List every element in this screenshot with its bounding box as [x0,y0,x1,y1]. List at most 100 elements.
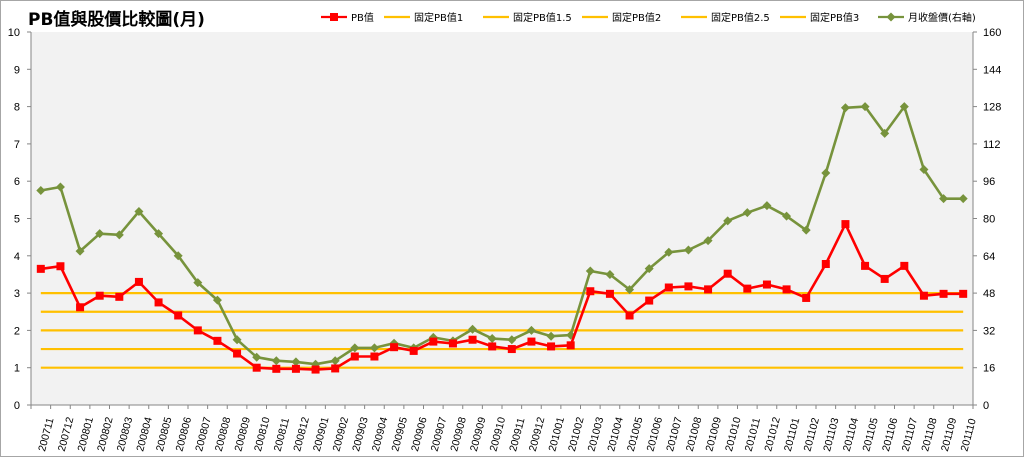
price-point [36,186,46,196]
x-axis-tick-label: 200911 [507,416,527,452]
x-axis-tick-label: 200903 [350,416,371,453]
pb-point [605,289,614,298]
price-point [369,343,379,353]
price-point [762,201,772,211]
price-point [252,352,262,362]
legend-label: 月收盤價(右軸) [908,11,976,24]
price-point [899,102,909,112]
price-point [507,335,517,345]
right-axis-tick-label: 32 [983,325,995,337]
left-axis-tick-label: 9 [14,64,20,76]
price-series-line [40,105,964,366]
pb-point [350,352,359,361]
pb-point [272,364,281,373]
right-axis-tick-label: 64 [983,251,995,263]
pb-point [959,289,968,298]
price-point [271,356,281,366]
x-axis-tick-label: 200810 [252,416,273,453]
pb-point [409,346,418,355]
legend-label: 固定PB值1 [414,11,463,24]
pb-point [625,311,634,320]
x-axis-tick-label: 200812 [291,416,312,453]
left-axis-tick-label: 8 [14,102,20,114]
price-point [723,216,733,226]
pb-point [134,277,143,286]
price-point [55,182,65,192]
x-axis-tick-label: 200803 [115,416,136,453]
price-point [95,229,105,239]
x-axis-tick-label: 201110 [958,417,978,453]
x-axis-tick-label: 200804 [134,416,155,453]
legend-swatch-marker [886,12,896,22]
x-axis-tick-label: 201104 [841,416,861,452]
x-axis-tick-label: 201109 [939,416,959,452]
price-point [134,207,144,217]
x-axis-tick-label: 200909 [468,416,489,453]
pb-point [704,285,713,294]
price-point [703,236,713,246]
pb-point [95,291,104,300]
x-axis-tick-label: 200908 [448,416,469,453]
x-axis-tick-label: 201003 [586,416,607,453]
legend-label: 固定PB值2 [612,11,661,24]
x-axis-tick-label: 200712 [56,416,77,453]
price-point [193,278,203,288]
x-axis-tick-label: 201012 [762,416,783,453]
x-axis-tick-label: 201106 [880,416,900,452]
x-axis-tick-label: 201006 [644,416,665,453]
x-axis-tick-label: 201105 [860,416,880,452]
pb-point [586,287,595,296]
pb-point [56,262,65,271]
pb-point [762,280,771,289]
pb-point [861,261,870,270]
price-point [114,230,124,240]
pb-point [193,326,202,335]
price-point [605,269,615,279]
left-axis-tick-label: 3 [14,288,20,300]
x-axis-tick-label: 200802 [95,416,116,453]
x-axis-tick-label: 201008 [684,416,705,453]
pb-point [939,289,948,298]
x-axis-tick-label: 201101 [782,416,802,452]
x-axis-tick-label: 200805 [154,416,175,453]
pb-point [919,291,928,300]
right-axis-tick-label: 80 [983,214,995,226]
legend-swatch-marker [330,13,338,21]
left-axis: 0 1 2 3 4 5 6 7 8 9 10 [8,27,32,412]
price-point [782,211,792,221]
pb-point [802,293,811,302]
right-axis: 0 16 32 48 64 80 96 112 128 144 160 [972,27,1001,412]
x-axis-tick-label: 200808 [213,416,234,453]
price-point [880,128,890,138]
pb-point [880,274,889,283]
x-axis-tick-label: 201103 [821,416,841,452]
x-axis-tick-label: 200809 [232,416,253,453]
legend-label: PB值 [351,11,374,24]
right-axis-tick-label: 144 [983,64,1001,76]
pb-point [566,341,575,350]
price-point [487,334,497,344]
price-point [75,246,85,256]
pb-point [684,282,693,291]
left-axis-tick-label: 1 [14,363,20,375]
pb-point [743,284,752,293]
legend-label: 固定PB值2.5 [711,11,770,24]
x-axis-tick-label: 200907 [429,416,450,453]
left-axis-tick-label: 7 [14,139,20,151]
x-axis-tick-label: 201107 [900,416,920,452]
right-axis-tick-label: 16 [983,363,995,375]
x-axis-tick-label: 201108 [919,416,939,452]
price-point [860,102,870,112]
pb-point [723,269,732,278]
pb-point [468,335,477,344]
price-point [958,194,968,204]
pb-point [36,264,45,273]
price-point [664,247,674,257]
pb-point [174,311,183,320]
pb-point [291,364,300,373]
pb-point [390,343,399,352]
price-point [644,264,654,274]
x-axis-tick-label: 200904 [370,416,391,453]
price-point [801,225,811,235]
x-axis-tick-label: 200910 [487,416,508,453]
